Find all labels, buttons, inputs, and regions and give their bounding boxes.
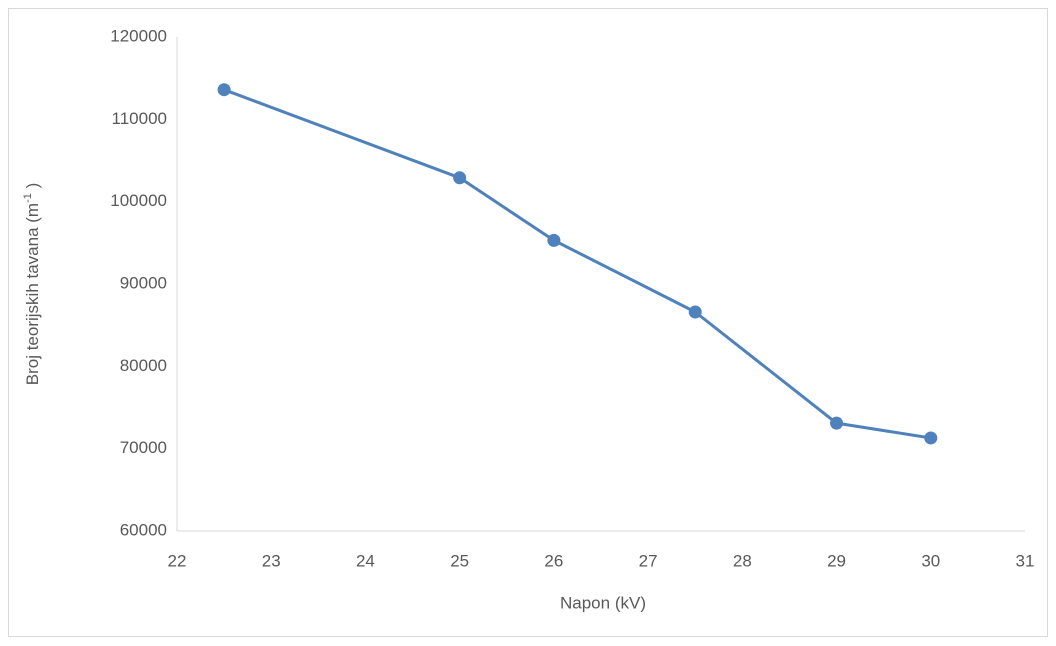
chart-border (8, 8, 1048, 637)
y-tick-label: 70000 (120, 438, 167, 457)
x-tick-label: 31 (1016, 551, 1035, 570)
x-tick-label: 24 (356, 551, 375, 570)
data-point (547, 233, 561, 247)
y-tick-label: 90000 (120, 273, 167, 292)
y-axis-label-sup: -1 (22, 193, 34, 203)
data-line (223, 88, 932, 440)
data-point (830, 416, 844, 430)
x-tick-label: 26 (544, 551, 563, 570)
y-tick-label: 80000 (120, 356, 167, 375)
x-axis-label: Napon (kV) (560, 593, 646, 612)
x-tick-label: 25 (450, 551, 469, 570)
y-tick-label: 120000 (110, 26, 167, 45)
data-point (453, 171, 467, 185)
x-tick-label: 23 (262, 551, 281, 570)
x-tick-label: 29 (827, 551, 846, 570)
x-tick-label: 22 (168, 551, 187, 570)
y-axis-label-text: Broj teorijskih tavana (m (23, 203, 42, 385)
x-tick-label: 27 (639, 551, 658, 570)
y-tick-label: 110000 (112, 109, 167, 128)
x-tick-label: 28 (733, 551, 752, 570)
data-point (924, 431, 938, 445)
x-tick-label: 30 (921, 551, 940, 570)
data-point (688, 305, 702, 319)
y-axis-label: Broj teorijskih tavana (m-1 ) (22, 183, 43, 386)
y-tick-label: 60000 (120, 520, 167, 539)
y-tick-label: 100000 (110, 191, 167, 210)
y-axis-label-after: ) (23, 183, 42, 193)
data-point (217, 83, 231, 97)
